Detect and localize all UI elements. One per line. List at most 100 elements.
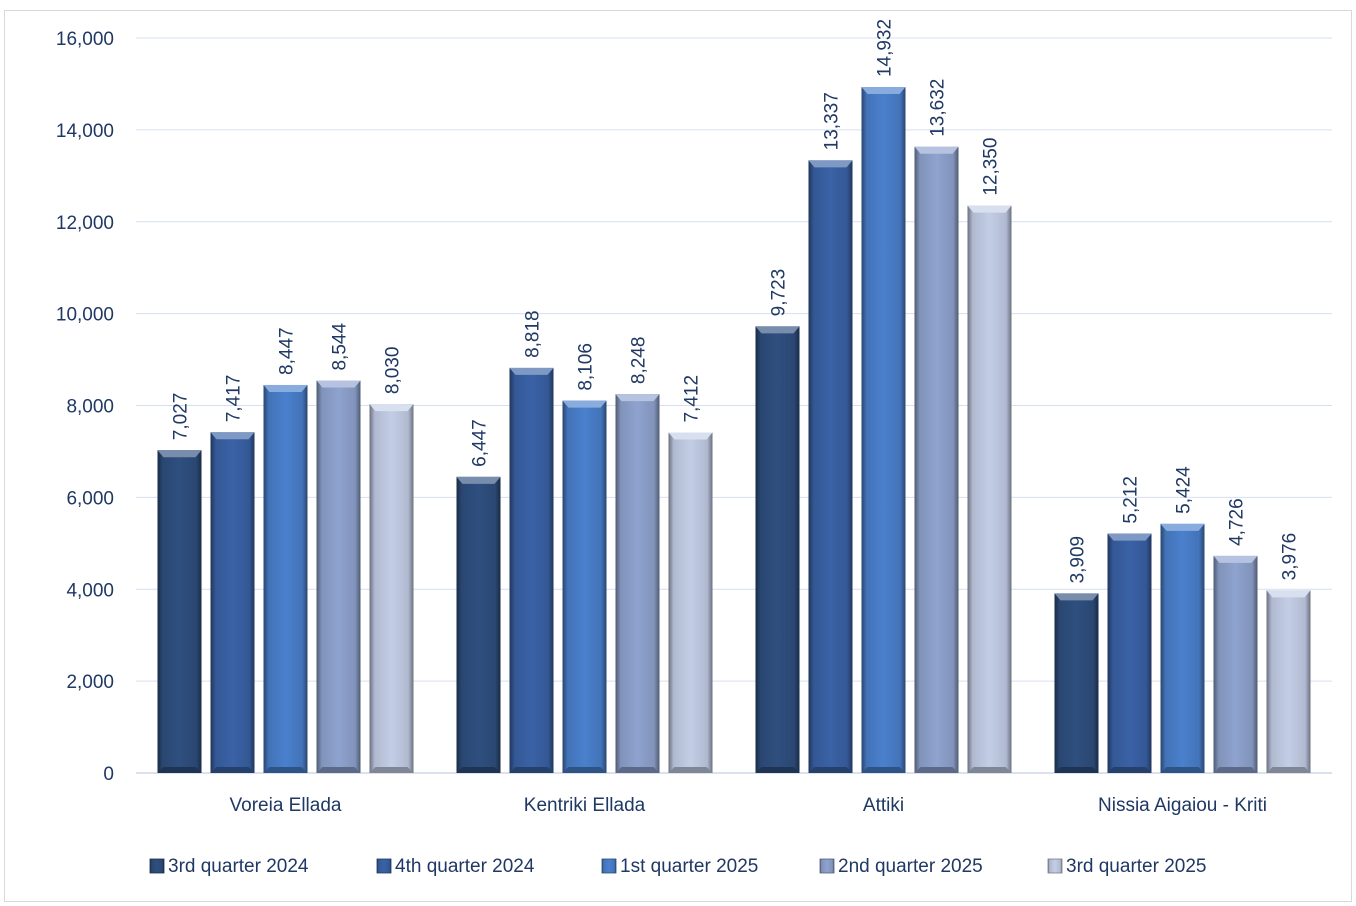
bar-bevel-bottom	[1054, 767, 1099, 773]
data-label: 8,818	[523, 310, 544, 358]
legend: 3rd quarter 2024 4th quarter 2024 1st quar…	[149, 856, 1207, 877]
bar-bevel-top	[1160, 523, 1205, 531]
y-tick-label: 16,000	[56, 29, 114, 50]
bar-bevel-top	[157, 450, 202, 458]
legend-label: 1st quarter 2025	[620, 856, 758, 877]
bar-bevel-bottom	[456, 767, 501, 773]
data-labels: 7,027 7,417 8,447 8,544 8,030 6,447 8,818 8,106…	[171, 19, 1301, 583]
data-label: 8,447	[277, 327, 298, 375]
data-label: 7,417	[224, 375, 245, 423]
bar-bevel-top	[369, 404, 414, 412]
data-label: 7,412	[682, 375, 703, 423]
bar	[668, 432, 713, 773]
data-label: 5,424	[1174, 466, 1195, 514]
bar-bevel-top	[456, 476, 501, 484]
category-label: Voreia Ellada	[230, 795, 342, 816]
y-tick-label: 12,000	[56, 213, 114, 234]
bars	[157, 87, 1311, 774]
bar-bevel-bottom	[914, 767, 959, 773]
bar	[1213, 555, 1258, 773]
category-label: Kentriki Ellada	[524, 795, 646, 816]
legend-label: 3rd quarter 2025	[1066, 856, 1207, 877]
bar-bevel-bottom	[1266, 767, 1311, 773]
category-label: Attiki	[863, 795, 904, 816]
y-tick-label: 2,000	[66, 672, 114, 693]
bar-bevel-bottom	[1160, 767, 1205, 773]
bar-bevel-bottom	[615, 767, 660, 773]
y-tick-label: 8,000	[66, 397, 114, 418]
data-label: 3,909	[1068, 536, 1089, 584]
legend-swatch	[601, 858, 617, 874]
legend-label: 4th quarter 2024	[395, 856, 535, 877]
bar	[808, 160, 853, 774]
bar-bevel-top	[861, 87, 906, 95]
data-label: 13,337	[822, 92, 843, 150]
bar-bevel-top	[808, 160, 853, 168]
y-tick-label: 6,000	[66, 488, 114, 509]
legend-swatch	[1047, 858, 1063, 874]
bar	[562, 400, 607, 773]
bar-bevel-bottom	[808, 767, 853, 773]
bar	[369, 404, 414, 773]
bar-bevel-top	[615, 394, 660, 402]
data-label: 6,447	[470, 419, 491, 467]
bar	[263, 384, 308, 773]
bar-bevel-top	[210, 432, 255, 440]
y-tick-label: 4,000	[66, 580, 114, 601]
legend-label: 2nd quarter 2025	[838, 856, 983, 877]
data-label: 3,976	[1280, 533, 1301, 581]
bar-bevel-bottom	[509, 767, 554, 773]
bar-bevel-top	[509, 367, 554, 375]
bar-bevel-bottom	[263, 767, 308, 773]
bar-bevel-bottom	[562, 767, 607, 773]
bar	[1054, 593, 1099, 773]
y-tick-label: 0	[103, 764, 114, 785]
x-axis-categories: Voreia Ellada Kentriki Ellada Attiki Nissia…	[230, 795, 1267, 816]
bar-bevel-bottom	[755, 767, 800, 773]
y-tick-label: 10,000	[56, 305, 114, 326]
bar	[210, 432, 255, 773]
bar-bevel-bottom	[210, 767, 255, 773]
bar-bevel-top	[967, 205, 1012, 213]
data-label: 13,632	[928, 79, 949, 137]
bar	[1160, 523, 1205, 773]
bar-bevel-bottom	[316, 767, 361, 773]
bar-bevel-top	[562, 400, 607, 408]
bar-bevel-top	[1266, 590, 1311, 598]
data-label: 12,350	[981, 138, 1002, 196]
data-label: 8,544	[330, 323, 351, 371]
bar	[1107, 533, 1152, 773]
legend-swatch	[149, 858, 165, 874]
bar	[755, 326, 800, 773]
bar-bevel-bottom	[1213, 767, 1258, 773]
bar	[967, 205, 1012, 773]
bar-bevel-top	[668, 432, 713, 440]
category-label: Nissia Aigaiou - Kriti	[1098, 795, 1267, 816]
data-label: 8,248	[629, 337, 650, 385]
bar-bevel-bottom	[1107, 767, 1152, 773]
legend-swatch	[819, 858, 835, 874]
bar-bevel-top	[1107, 533, 1152, 541]
data-label: 4,726	[1227, 498, 1248, 546]
bar	[1266, 590, 1311, 773]
y-tick-label: 14,000	[56, 121, 114, 142]
data-label: 8,030	[383, 347, 404, 395]
bar	[509, 367, 554, 773]
bar	[861, 87, 906, 773]
legend-swatch	[376, 858, 392, 874]
data-label: 14,932	[875, 19, 896, 77]
y-axis-ticks: 0 2,000 4,000 6,000 8,000 10,000 12,000 14,000 1…	[56, 29, 114, 785]
bar	[316, 380, 361, 773]
bar	[615, 394, 660, 773]
bar-bevel-bottom	[967, 767, 1012, 773]
bar-bevel-top	[1054, 593, 1099, 601]
bar-bevel-bottom	[668, 767, 713, 773]
bar-bevel-top	[1213, 555, 1258, 563]
bar-bevel-top	[755, 326, 800, 334]
bar-bevel-bottom	[861, 767, 906, 773]
bar-bevel-top	[316, 380, 361, 388]
data-label: 8,106	[576, 343, 597, 391]
bar	[914, 146, 959, 773]
bar	[456, 476, 501, 773]
